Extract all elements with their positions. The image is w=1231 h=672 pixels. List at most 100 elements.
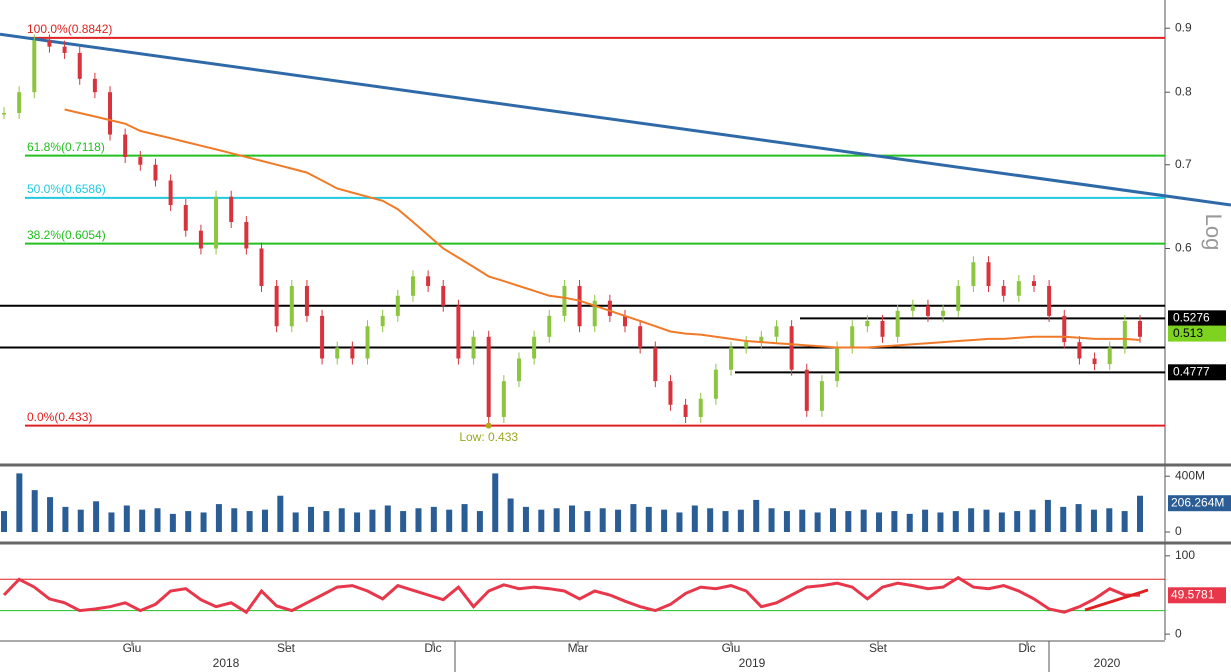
volume-bar bbox=[123, 505, 130, 532]
low-label: Low: 0.433 bbox=[459, 430, 518, 444]
candle-body bbox=[729, 347, 734, 370]
x-tick-label: Set bbox=[869, 641, 888, 655]
volume-bar bbox=[1137, 495, 1143, 532]
candle-body bbox=[865, 321, 870, 327]
volume-bar bbox=[185, 511, 192, 532]
x-tick-label: Mar bbox=[568, 641, 589, 655]
price-tag-label: 0.4777 bbox=[1173, 364, 1210, 378]
x-tick-label: Set bbox=[277, 641, 296, 655]
low-marker bbox=[485, 422, 492, 429]
volume-bar bbox=[1044, 499, 1051, 532]
volume-bar bbox=[584, 511, 591, 532]
volume-bar bbox=[599, 508, 606, 532]
candle-body bbox=[835, 347, 840, 382]
candle-body bbox=[577, 285, 582, 327]
volume-bar bbox=[707, 508, 714, 532]
candle-body bbox=[1138, 321, 1142, 337]
volume-bar bbox=[430, 506, 437, 532]
candle-body bbox=[804, 369, 809, 411]
candle-body bbox=[1122, 321, 1127, 348]
candle-body bbox=[653, 347, 658, 382]
volume-bar bbox=[215, 504, 222, 532]
candle-body bbox=[562, 285, 567, 316]
year-label: 2019 bbox=[739, 656, 766, 670]
year-label: 2018 bbox=[213, 656, 240, 670]
candle-body bbox=[1107, 347, 1112, 365]
price-tag bbox=[1168, 310, 1226, 327]
candle-body bbox=[638, 326, 643, 348]
y-tick-label: 100 bbox=[1175, 548, 1195, 562]
volume-bar bbox=[538, 509, 545, 532]
candle-body bbox=[2, 112, 6, 115]
volume-tag-label: 206.264M bbox=[1171, 495, 1224, 509]
price-tag-label: 0.513 bbox=[1173, 326, 1203, 340]
volume-bar bbox=[891, 511, 898, 532]
volume-bar bbox=[108, 512, 115, 532]
y-tick-label: 0.8 bbox=[1175, 84, 1192, 98]
candle-body bbox=[229, 196, 234, 222]
candle-body bbox=[471, 336, 476, 359]
candle-body bbox=[698, 398, 703, 417]
candle-body bbox=[244, 221, 249, 249]
rsi-tag bbox=[1168, 587, 1226, 604]
volume-bar bbox=[323, 511, 330, 532]
candle-body bbox=[683, 404, 688, 417]
candle-body bbox=[956, 285, 961, 311]
candle-body bbox=[592, 300, 597, 327]
volume-bar bbox=[906, 513, 913, 532]
volume-bar bbox=[998, 512, 1005, 532]
scale-label: Log bbox=[1201, 214, 1226, 251]
candle-body bbox=[774, 326, 779, 337]
fib-label: 100.0%(0.8842) bbox=[27, 22, 112, 36]
volume-bar bbox=[722, 511, 729, 532]
candle-body bbox=[350, 347, 355, 359]
volume-bar bbox=[338, 508, 345, 532]
volume-bar bbox=[31, 490, 38, 532]
y-tick-label: 0.9 bbox=[1175, 20, 1192, 34]
candle-body bbox=[198, 230, 203, 249]
volume-bar bbox=[737, 509, 744, 532]
volume-bar bbox=[169, 513, 176, 532]
volume-bar bbox=[200, 512, 207, 532]
volume-bar bbox=[814, 512, 821, 532]
candle-body bbox=[819, 381, 824, 411]
candle-body bbox=[1001, 285, 1006, 296]
rsi-trend-annotation bbox=[1084, 588, 1149, 612]
candle-body bbox=[335, 347, 340, 359]
year-label: 2020 bbox=[1094, 656, 1121, 670]
volume-bar bbox=[461, 504, 468, 532]
volume-bar bbox=[1090, 509, 1097, 532]
candle-body bbox=[1062, 315, 1067, 343]
volume-bar bbox=[615, 509, 622, 532]
volume-bar bbox=[507, 498, 514, 532]
y-tick-label: 400M bbox=[1175, 468, 1205, 482]
volume-bar bbox=[968, 508, 975, 532]
candle-body bbox=[713, 369, 718, 399]
candle-body bbox=[153, 164, 158, 181]
price-tag-label: 0.5276 bbox=[1173, 311, 1210, 325]
candle-body bbox=[1077, 342, 1082, 359]
candle-body bbox=[971, 262, 976, 286]
candle-body bbox=[441, 285, 446, 306]
volume-bar bbox=[783, 511, 790, 532]
candle-body bbox=[426, 276, 431, 286]
volume-bar bbox=[983, 509, 990, 532]
y-tick-label: 0.6 bbox=[1175, 241, 1192, 255]
volume-bar bbox=[77, 509, 84, 532]
volume-bar bbox=[860, 509, 867, 532]
candle-body bbox=[759, 336, 764, 343]
volume-bar bbox=[292, 512, 299, 532]
trendline bbox=[0, 32, 1231, 207]
candle-body bbox=[486, 336, 491, 417]
candle-body bbox=[501, 381, 506, 417]
volume-bar bbox=[569, 505, 575, 532]
volume-bar bbox=[829, 508, 836, 532]
candle-body bbox=[456, 305, 461, 359]
volume-bar bbox=[937, 512, 944, 532]
volume-bar bbox=[553, 508, 560, 532]
volume-bar bbox=[47, 497, 54, 532]
volume-bar bbox=[522, 506, 529, 532]
x-tick-label: Dic bbox=[1018, 641, 1035, 655]
y-tick-label: 0.7 bbox=[1175, 157, 1192, 171]
